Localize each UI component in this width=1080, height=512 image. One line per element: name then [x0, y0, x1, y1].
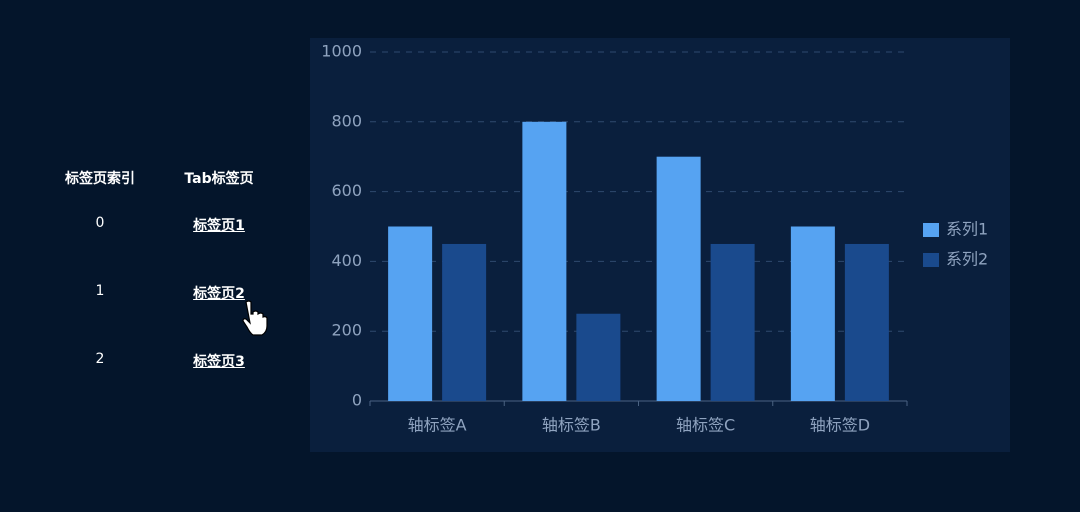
tab-link[interactable]: 标签页1	[193, 218, 245, 234]
bar	[790, 226, 835, 401]
y-tick-label: 1000	[321, 42, 362, 61]
legend-swatch	[923, 253, 939, 267]
bar	[522, 121, 567, 402]
y-tick-label: 400	[331, 251, 362, 270]
bar	[442, 243, 487, 401]
bar	[656, 156, 701, 401]
tab-link[interactable]: 标签页2	[193, 286, 245, 302]
y-tick-label: 0	[352, 391, 362, 410]
bar	[844, 243, 889, 401]
index: 2	[95, 351, 105, 367]
x-tick-label: 轴标签B	[542, 416, 601, 435]
y-tick-label: 800	[331, 111, 362, 130]
y-tick-label: 200	[331, 321, 362, 340]
bar	[576, 313, 621, 401]
header: 标签页索引	[65, 171, 135, 187]
x-tick-label: 轴标签D	[810, 416, 870, 435]
bar	[710, 243, 755, 401]
header: Tab标签页	[184, 171, 254, 187]
y-tick-label: 600	[331, 181, 362, 200]
legend-label: 系列2	[946, 250, 988, 269]
tab-link[interactable]: 标签页3	[193, 354, 245, 370]
x-tick-label: 轴标签A	[408, 416, 467, 435]
x-tick-label: 轴标签C	[676, 416, 735, 435]
cursor	[242, 300, 268, 336]
index: 1	[95, 283, 105, 299]
legend-swatch	[923, 223, 939, 237]
index: 0	[95, 215, 105, 231]
bar	[388, 226, 433, 401]
legend-label: 系列1	[946, 220, 988, 239]
